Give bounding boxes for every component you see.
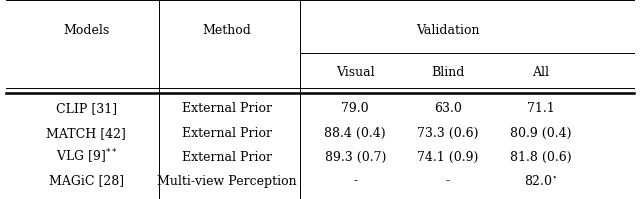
Text: Multi-view Perception: Multi-view Perception: [157, 175, 297, 188]
Text: 89.3 (0.7): 89.3 (0.7): [324, 151, 386, 164]
Text: Blind: Blind: [431, 66, 465, 79]
Text: 71.1: 71.1: [527, 102, 555, 115]
Text: Visual: Visual: [336, 66, 374, 79]
Text: -: -: [353, 175, 357, 188]
Text: All: All: [532, 66, 549, 79]
Text: Models: Models: [63, 24, 109, 37]
Text: CLIP [31]: CLIP [31]: [56, 102, 117, 115]
Text: 73.3 (0.6): 73.3 (0.6): [417, 127, 479, 140]
Text: 63.0: 63.0: [434, 102, 462, 115]
Text: 82.0$^{\star}$: 82.0$^{\star}$: [524, 174, 558, 188]
Text: 80.9 (0.4): 80.9 (0.4): [510, 127, 572, 140]
Text: External Prior: External Prior: [182, 102, 272, 115]
Text: Validation: Validation: [416, 24, 480, 37]
Text: -: -: [446, 175, 450, 188]
Text: 79.0: 79.0: [341, 102, 369, 115]
Text: 88.4 (0.4): 88.4 (0.4): [324, 127, 386, 140]
Text: VLG [9]$^{**}$: VLG [9]$^{**}$: [56, 148, 117, 166]
Text: Method: Method: [203, 24, 252, 37]
Text: External Prior: External Prior: [182, 151, 272, 164]
Text: MATCH [42]: MATCH [42]: [47, 127, 126, 140]
Text: 74.1 (0.9): 74.1 (0.9): [417, 151, 479, 164]
Text: External Prior: External Prior: [182, 127, 272, 140]
Text: 81.8 (0.6): 81.8 (0.6): [510, 151, 572, 164]
Text: MAGiC [28]: MAGiC [28]: [49, 175, 124, 188]
